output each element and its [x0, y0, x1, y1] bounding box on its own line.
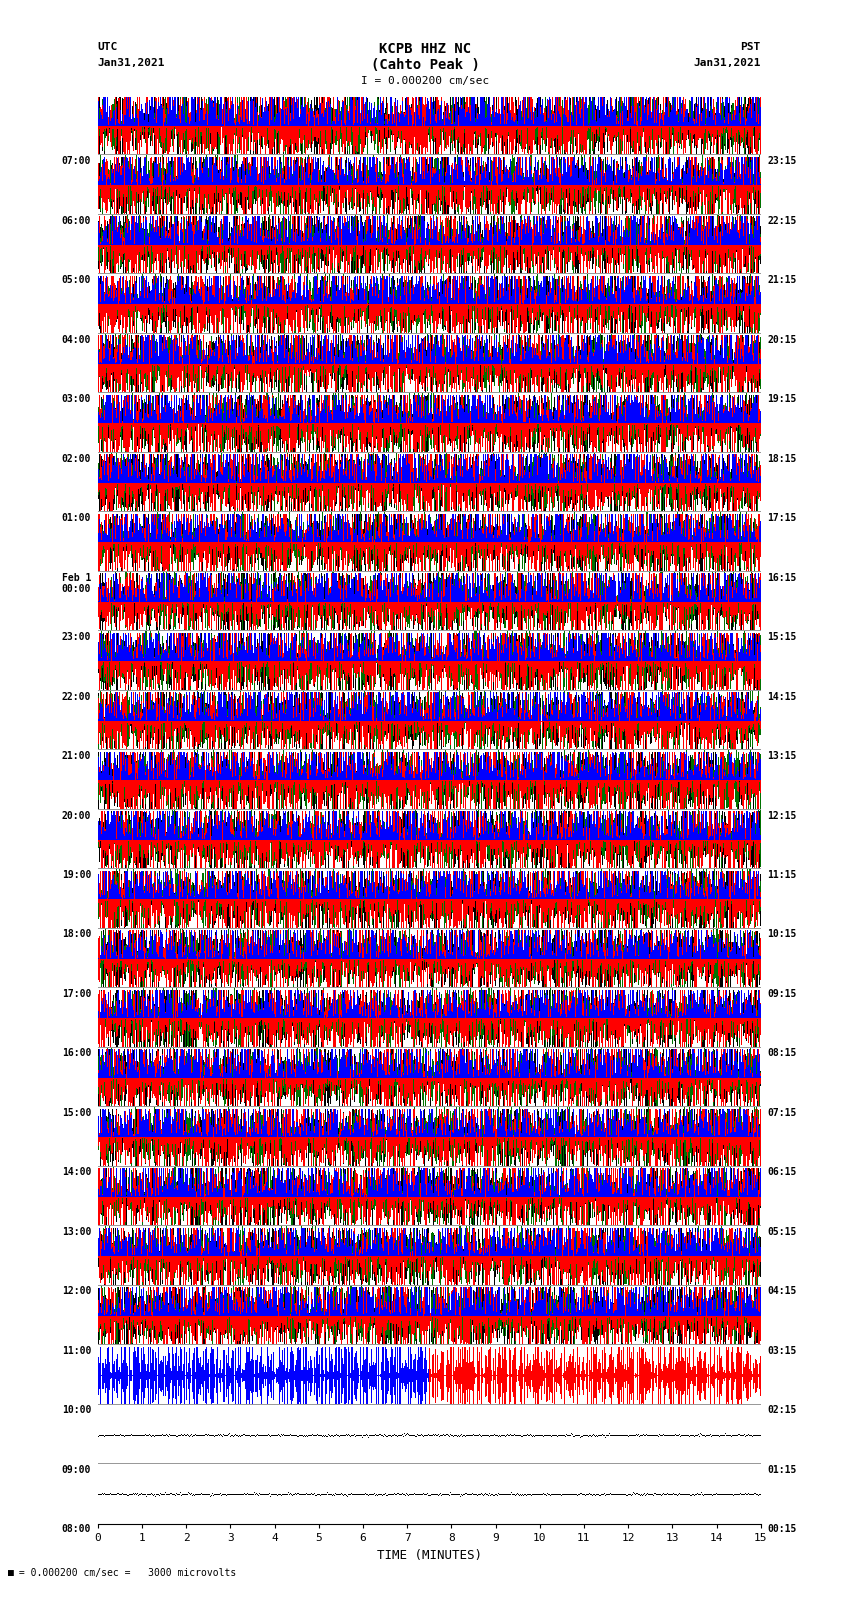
Text: 02:00: 02:00 [62, 453, 91, 463]
Text: 04:15: 04:15 [768, 1287, 796, 1297]
Text: 03:00: 03:00 [62, 394, 91, 405]
Text: 18:00: 18:00 [62, 929, 91, 939]
Text: 20:15: 20:15 [768, 336, 796, 345]
Text: I = 0.000200 cm/sec: I = 0.000200 cm/sec [361, 76, 489, 85]
Text: 06:15: 06:15 [768, 1168, 796, 1177]
Text: UTC: UTC [98, 42, 118, 52]
Text: 17:00: 17:00 [62, 989, 91, 998]
Text: 20:00: 20:00 [62, 810, 91, 821]
Text: 07:00: 07:00 [62, 156, 91, 166]
Text: 05:00: 05:00 [62, 276, 91, 286]
Text: 09:15: 09:15 [768, 989, 796, 998]
Text: ■: ■ [8, 1568, 14, 1578]
Text: 01:15: 01:15 [768, 1465, 796, 1474]
Text: PST: PST [740, 42, 761, 52]
Text: 15:15: 15:15 [768, 632, 796, 642]
Text: 12:00: 12:00 [62, 1287, 91, 1297]
Text: 14:15: 14:15 [768, 692, 796, 702]
Text: 12:15: 12:15 [768, 810, 796, 821]
Text: 11:00: 11:00 [62, 1345, 91, 1357]
Text: 00:15: 00:15 [768, 1524, 796, 1534]
Text: 16:15: 16:15 [768, 573, 796, 582]
Text: 21:15: 21:15 [768, 276, 796, 286]
Text: 10:00: 10:00 [62, 1405, 91, 1415]
Text: (Cahto Peak ): (Cahto Peak ) [371, 58, 479, 73]
Text: 23:15: 23:15 [768, 156, 796, 166]
Text: 22:00: 22:00 [62, 692, 91, 702]
Text: 22:15: 22:15 [768, 216, 796, 226]
Text: 07:15: 07:15 [768, 1108, 796, 1118]
Text: 18:15: 18:15 [768, 453, 796, 463]
Text: 14:00: 14:00 [62, 1168, 91, 1177]
Text: 03:15: 03:15 [768, 1345, 796, 1357]
Text: 10:15: 10:15 [768, 929, 796, 939]
X-axis label: TIME (MINUTES): TIME (MINUTES) [377, 1548, 482, 1561]
Text: = 0.000200 cm/sec =   3000 microvolts: = 0.000200 cm/sec = 3000 microvolts [13, 1568, 236, 1578]
Text: 05:15: 05:15 [768, 1227, 796, 1237]
Text: Jan31,2021: Jan31,2021 [694, 58, 761, 68]
Text: 09:00: 09:00 [62, 1465, 91, 1474]
Text: 17:15: 17:15 [768, 513, 796, 523]
Text: 13:00: 13:00 [62, 1227, 91, 1237]
Text: KCPB HHZ NC: KCPB HHZ NC [379, 42, 471, 56]
Text: 21:00: 21:00 [62, 752, 91, 761]
Text: 16:00: 16:00 [62, 1048, 91, 1058]
Text: 19:15: 19:15 [768, 394, 796, 405]
Text: 15:00: 15:00 [62, 1108, 91, 1118]
Text: 23:00: 23:00 [62, 632, 91, 642]
Text: 08:00: 08:00 [62, 1524, 91, 1534]
Text: 04:00: 04:00 [62, 336, 91, 345]
Text: 01:00: 01:00 [62, 513, 91, 523]
Text: 11:15: 11:15 [768, 869, 796, 881]
Text: 02:15: 02:15 [768, 1405, 796, 1415]
Text: 19:00: 19:00 [62, 869, 91, 881]
Text: 13:15: 13:15 [768, 752, 796, 761]
Text: 06:00: 06:00 [62, 216, 91, 226]
Text: Jan31,2021: Jan31,2021 [98, 58, 165, 68]
Text: 08:15: 08:15 [768, 1048, 796, 1058]
Text: Feb 1
00:00: Feb 1 00:00 [62, 573, 91, 594]
